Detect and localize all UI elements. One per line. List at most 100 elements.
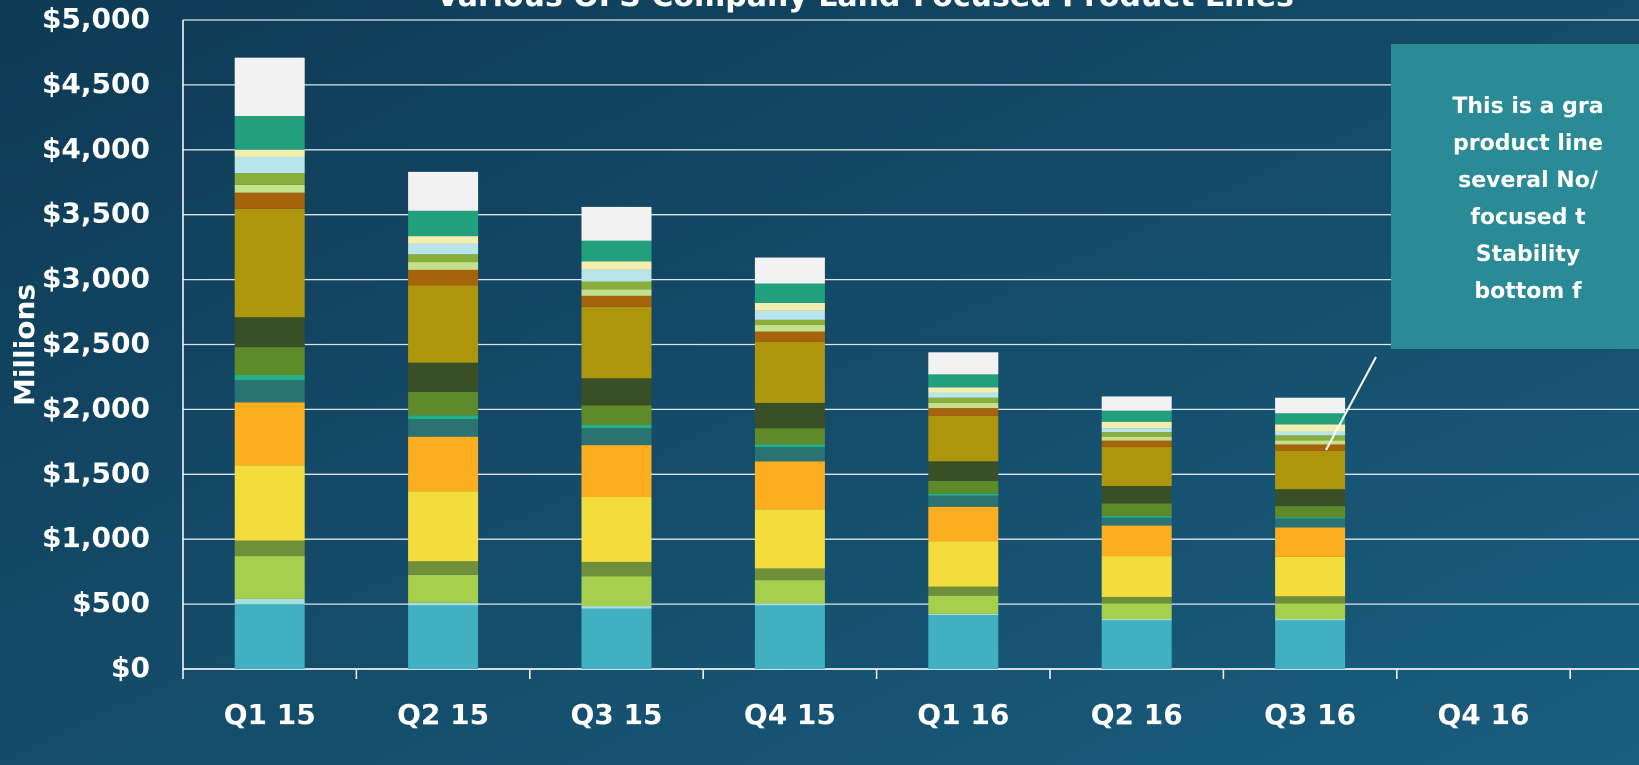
plot-area: $0 $500 $1,000 $1,500 $2,000 $2,500 $3,000 $3,5… (42, 2, 1639, 731)
bar-segment (754, 447, 825, 462)
bar-segment (408, 415, 479, 420)
y-tick-label: $1,000 (42, 521, 150, 554)
y-tick-label: $500 (72, 586, 150, 619)
bar-segment (754, 461, 825, 510)
bar-segment (234, 192, 305, 209)
bar-segment (1275, 596, 1346, 604)
bar-segment (408, 269, 479, 286)
x-tick-label: Q4 16 (1438, 698, 1530, 731)
bar-segment (1275, 435, 1346, 441)
bar-segment (1101, 428, 1172, 433)
y-tick-label: $4,000 (42, 132, 150, 165)
bar-segment (928, 613, 999, 616)
bar-segment (234, 184, 305, 193)
bar-segment (581, 295, 652, 307)
bar-segment (754, 302, 825, 311)
bar-segment (1275, 397, 1346, 414)
annotation: This is a gra product line several No/focu… (1452, 94, 1603, 304)
bar-segment (754, 325, 825, 332)
bar-segment (1275, 518, 1346, 528)
bar-segment (1101, 436, 1172, 441)
bar-segment (928, 402, 999, 409)
bar-segment (928, 480, 999, 494)
y-tick-label: $2,500 (42, 327, 150, 360)
bar-segment (928, 506, 999, 542)
bar-segment (1101, 619, 1172, 621)
bar-segment (408, 605, 479, 669)
bar-segment (408, 210, 479, 237)
bar-segment (928, 586, 999, 596)
bar-segment (1101, 396, 1172, 411)
bar-segment (234, 347, 305, 376)
bar-segment (1275, 489, 1346, 507)
bar-segment (408, 561, 479, 575)
annotation-line: bottom f (1474, 279, 1582, 304)
bar-segment (234, 173, 305, 185)
bar-segment (754, 603, 825, 606)
bar-segment (581, 405, 652, 425)
bar-segment (928, 392, 999, 398)
bar-segment (581, 378, 652, 406)
bar-segment (408, 574, 479, 603)
bar-segment (234, 540, 305, 557)
bar-segment (581, 445, 652, 498)
bar-segment (234, 57, 305, 117)
bar-segment (928, 374, 999, 388)
bar-segment (1275, 619, 1346, 621)
x-tick-label: Q4 15 (744, 698, 836, 731)
bar-segment (581, 561, 652, 577)
annotation-box (1391, 44, 1639, 349)
x-tick-label: Q1 15 (224, 698, 316, 731)
bar-segment (1275, 424, 1346, 432)
bar-segment (1275, 527, 1346, 557)
bar-segment (408, 419, 479, 437)
bar-segment (408, 391, 479, 416)
bar-segment (1275, 440, 1346, 445)
bar-segment (928, 415, 999, 462)
bar-segment (754, 428, 825, 445)
bar-segment (1275, 413, 1346, 425)
bar-segment (1275, 556, 1346, 597)
bar-segment (754, 283, 825, 303)
bar-segment (581, 606, 652, 609)
y-axis-label: Millions (8, 284, 41, 406)
bar-segment (1101, 421, 1172, 429)
bar-segment (754, 568, 825, 581)
x-tick-label: Q2 15 (397, 698, 489, 731)
y-tick-label: $2,000 (42, 391, 150, 424)
bar-segment (408, 243, 479, 255)
bar-segment (1101, 410, 1172, 422)
y-tick-label: $3,000 (42, 262, 150, 295)
bar-segment (408, 436, 479, 492)
bar-segment (408, 254, 479, 263)
bar-segment (928, 595, 999, 614)
bar-segment (928, 495, 999, 507)
bar-segment (408, 262, 479, 270)
bar-segment (1275, 603, 1346, 620)
bar-segment (581, 261, 652, 270)
bar-segment (1101, 447, 1172, 486)
annotation-line: focused t (1470, 205, 1586, 230)
bar-segment (408, 602, 479, 606)
bar-segment (408, 285, 479, 363)
y-tick-label: $3,500 (42, 197, 150, 230)
bar-segment (408, 362, 479, 392)
x-tick-label: Q3 15 (571, 698, 663, 731)
bar-segment (234, 149, 305, 157)
x-tick-label: Q2 16 (1091, 698, 1183, 731)
bar-segment (754, 331, 825, 342)
bar-segment (754, 341, 825, 403)
annotation-line: several No/ (1458, 168, 1599, 193)
bar-segment (1101, 440, 1172, 448)
bar-segment (581, 289, 652, 296)
y-tick-label: $1,500 (42, 456, 150, 489)
bar-segment (754, 605, 825, 669)
y-tick-label: $0 (111, 651, 150, 684)
bar-segment (754, 310, 825, 320)
bar-segment (581, 281, 652, 290)
bar-segment (234, 208, 305, 318)
bar-segment (1101, 517, 1172, 526)
bar-segment (754, 257, 825, 284)
